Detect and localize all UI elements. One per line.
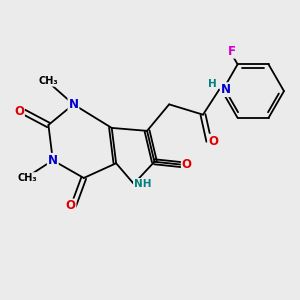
Text: N: N [48, 154, 58, 167]
Text: N: N [68, 98, 78, 111]
Text: H: H [208, 79, 217, 89]
Text: CH₃: CH₃ [39, 76, 58, 86]
Text: O: O [14, 105, 24, 118]
Text: O: O [65, 200, 76, 212]
Text: O: O [182, 158, 192, 171]
Text: O: O [208, 135, 218, 148]
Text: N: N [221, 83, 231, 96]
Text: F: F [228, 45, 236, 58]
Text: NH: NH [134, 179, 152, 189]
Text: CH₃: CH₃ [18, 173, 38, 183]
